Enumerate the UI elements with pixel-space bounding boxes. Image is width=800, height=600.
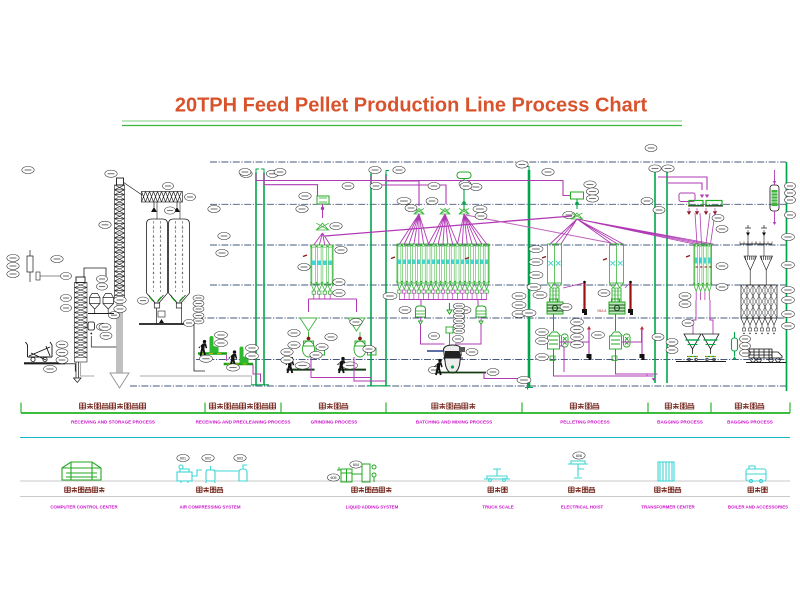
- svg-text:605: 605: [331, 476, 337, 480]
- svg-text:VBA-8: VBA-8: [597, 309, 606, 313]
- svg-text:606: 606: [576, 454, 582, 458]
- svg-text:602: 602: [205, 456, 211, 460]
- svg-text:TRANSFORMER CENTER: TRANSFORMER CENTER: [641, 505, 695, 510]
- svg-text:601: 601: [180, 456, 186, 460]
- svg-text:BAGGING PROCESS: BAGGING PROCESS: [727, 420, 773, 425]
- svg-text:ELECTRICAL HOIST: ELECTRICAL HOIST: [561, 505, 604, 510]
- svg-text:TRUCK SCALE: TRUCK SCALE: [482, 505, 514, 510]
- svg-text:GRINDING PROCESS: GRINDING PROCESS: [311, 420, 358, 425]
- svg-text:BATCHING AND MIXING PROCESS: BATCHING AND MIXING PROCESS: [416, 420, 492, 425]
- svg-text:BOILER AND ACCESSORIES: BOILER AND ACCESSORIES: [728, 505, 788, 510]
- svg-text:AIR COMPRESSING SYSTEM: AIR COMPRESSING SYSTEM: [180, 505, 241, 510]
- svg-text:604: 604: [353, 463, 359, 467]
- svg-text:RECEIVING AND PRECLEANING PROC: RECEIVING AND PRECLEANING PROCESS: [196, 420, 291, 425]
- svg-text:BAGGING PROCESS: BAGGING PROCESS: [657, 420, 703, 425]
- svg-text:20TPH Feed Pellet Production L: 20TPH Feed Pellet Production Line Proces…: [175, 95, 648, 117]
- svg-text:PELLETING PROCESS: PELLETING PROCESS: [560, 420, 610, 425]
- svg-text:LIQUID ADDING SYSTEM: LIQUID ADDING SYSTEM: [346, 505, 399, 510]
- svg-text:RECEIVING AND STORAGE PROCESS: RECEIVING AND STORAGE PROCESS: [71, 420, 155, 425]
- svg-text:603: 603: [237, 456, 243, 460]
- svg-text:COMPUTER CONTROL CENTER: COMPUTER CONTROL CENTER: [50, 505, 118, 510]
